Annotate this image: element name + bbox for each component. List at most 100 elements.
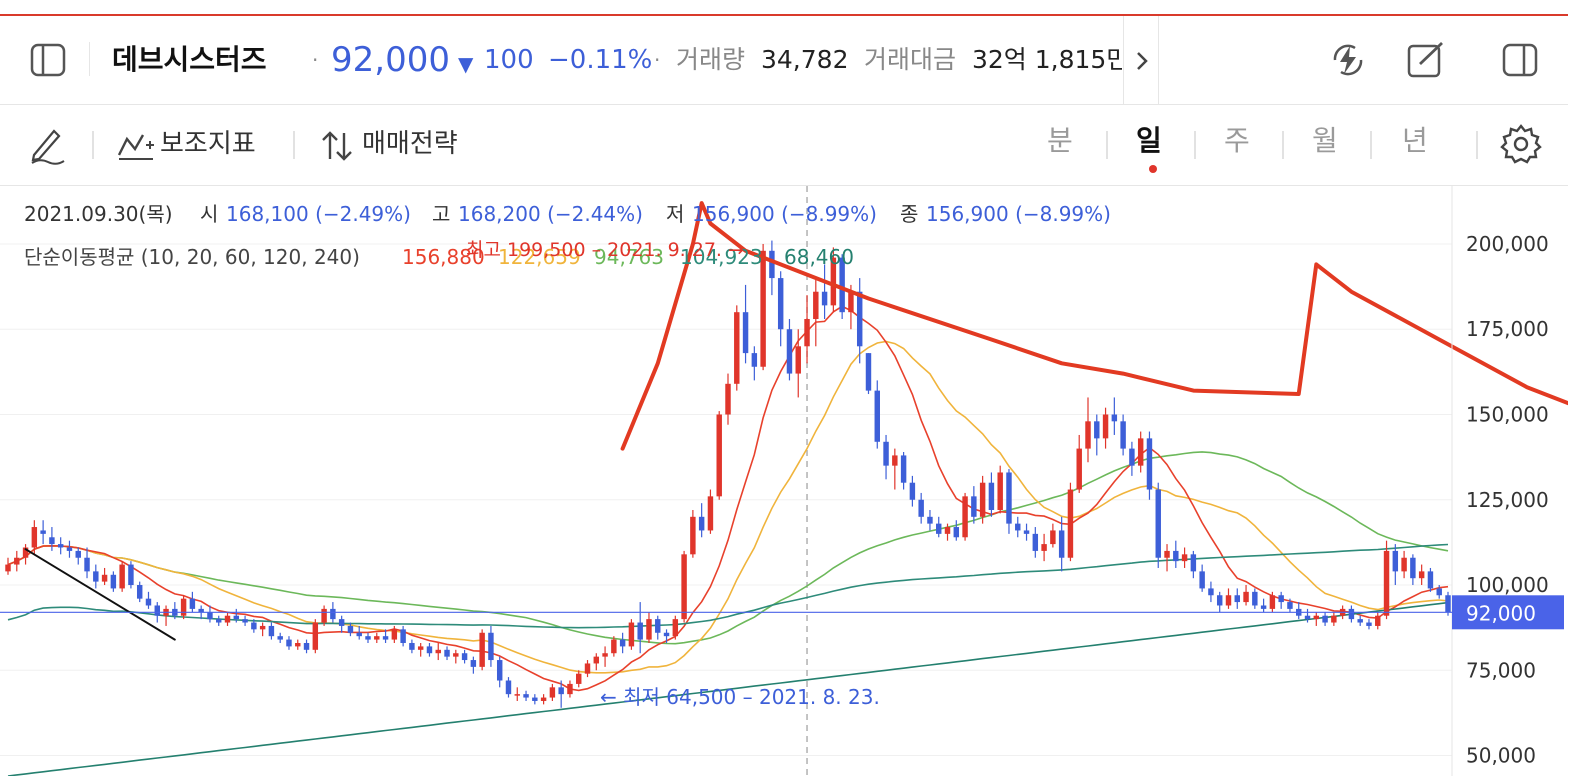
candle-body (611, 639, 617, 654)
chart-toolbar: 보조지표 매매전략 분 일 주 월 년 (0, 105, 1568, 186)
current-price-tag (1452, 595, 1564, 630)
candle-body (558, 687, 564, 695)
candle-body (725, 383, 731, 415)
candle-body (338, 619, 345, 626)
candle-body (1410, 557, 1416, 579)
chevron-right-icon[interactable] (1134, 49, 1150, 73)
candle-body (821, 291, 828, 306)
period-minute[interactable]: 분 (1047, 124, 1073, 157)
candle (918, 492, 924, 524)
candle-body (145, 598, 152, 606)
info-open-label: 시 (200, 202, 218, 226)
candle (224, 612, 231, 626)
candle-body (1243, 591, 1249, 603)
candle-body (540, 697, 547, 701)
candle (277, 632, 283, 643)
candle (514, 687, 520, 701)
candle (795, 329, 801, 398)
lightning-icon[interactable] (1328, 40, 1368, 80)
candle (1111, 397, 1118, 435)
stock-name[interactable]: 데브시스터즈 (112, 43, 267, 76)
candle (944, 523, 951, 541)
candle-body (216, 619, 222, 623)
sort-arrows-icon[interactable] (320, 129, 354, 163)
candle-body (180, 598, 187, 616)
candle (479, 629, 485, 671)
candle-body (75, 550, 81, 558)
indicator-button[interactable]: 보조지표 (160, 129, 256, 159)
candle (1208, 581, 1214, 603)
candle (259, 622, 266, 637)
edit-square-icon[interactable] (1406, 40, 1446, 80)
candle-body (1155, 489, 1161, 558)
candle-body (760, 250, 766, 367)
candle (1137, 431, 1144, 473)
ma10-line (7, 305, 1449, 692)
candle (1313, 612, 1320, 626)
down-arrow-icon: ▼ (458, 52, 474, 76)
ma60-value: 94,763 (594, 245, 664, 269)
candle (927, 509, 933, 531)
candle-body (1041, 544, 1047, 551)
candle-body (1418, 571, 1425, 579)
candle (400, 625, 406, 647)
candle-body (1436, 588, 1442, 596)
info-low-label: 저 (666, 202, 684, 226)
stock-header: 데브시스터즈 · 92,000 ▼ 100 −0.11% · 거래량 34,78… (0, 16, 1568, 105)
candle-body (1067, 489, 1074, 558)
candle-body (479, 632, 485, 667)
candle (971, 486, 977, 524)
y-tick-label: 125,000 (1466, 488, 1549, 512)
period-year[interactable]: 년 (1402, 124, 1428, 157)
candle (1418, 564, 1425, 586)
candle (417, 642, 424, 657)
candle (426, 642, 433, 657)
candle-body (426, 646, 433, 654)
gear-icon[interactable] (1500, 123, 1542, 165)
candle-body (1015, 523, 1021, 531)
candle (1094, 414, 1100, 456)
candle (93, 564, 99, 589)
candle-body (619, 639, 626, 647)
candle-body (93, 571, 99, 582)
candle (1392, 544, 1399, 586)
candle-body (848, 291, 854, 313)
candle-body (189, 598, 196, 609)
candle (382, 629, 389, 643)
candle-body (1392, 550, 1399, 572)
panel-icon[interactable] (1502, 43, 1538, 77)
strategy-button[interactable]: 매매전략 (362, 129, 458, 159)
active-period-dot (1149, 165, 1157, 173)
candle-body (523, 694, 529, 698)
pen-icon[interactable] (28, 125, 68, 165)
candle-body (909, 482, 916, 500)
candle-body (1348, 608, 1355, 620)
period-day[interactable]: 일 (1136, 124, 1162, 157)
candle (856, 278, 863, 364)
candle (66, 540, 73, 558)
candle-body (549, 687, 556, 698)
candlestick-chart[interactable]: 200,000 175,000 150,000 125,000 100,000 75,00… (0, 186, 1568, 776)
candle-body (874, 390, 880, 442)
candle (444, 646, 450, 661)
candle (663, 629, 670, 643)
candle-body (417, 646, 424, 650)
candle (356, 625, 362, 640)
candle-body (14, 557, 20, 565)
candle (1304, 608, 1311, 623)
candle-body (979, 482, 986, 517)
info-high-label: 고 (432, 202, 450, 226)
current-price: 92,000 (331, 40, 450, 80)
candle-body (646, 619, 652, 640)
period-month[interactable]: 월 (1312, 124, 1338, 157)
candle (1383, 540, 1390, 620)
sidebar-toggle-icon[interactable] (30, 43, 66, 77)
candle-body (795, 346, 801, 374)
candle-body (356, 632, 362, 637)
candle (470, 656, 477, 674)
indicator-icon[interactable] (117, 131, 155, 161)
period-week[interactable]: 주 (1224, 124, 1250, 157)
volume-value: 34,782 (761, 45, 849, 74)
candle (1155, 482, 1161, 568)
candle-body (1076, 448, 1082, 490)
